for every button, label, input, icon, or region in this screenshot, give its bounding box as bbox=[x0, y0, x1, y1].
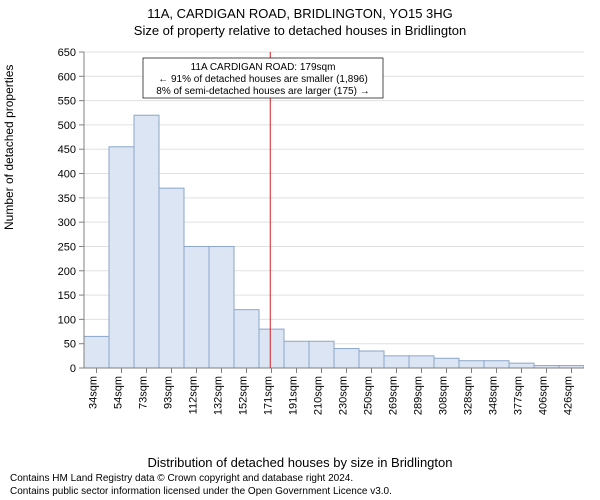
histogram-svg: 0 50 100 150 200 250 300 350 400 450 500 550 600 650 3… bbox=[50, 48, 584, 418]
svg-text:← 91% of detached houses are s: ← 91% of detached houses are smaller (1,… bbox=[158, 74, 368, 85]
svg-text:300: 300 bbox=[58, 217, 76, 229]
svg-text:650: 650 bbox=[58, 48, 76, 59]
svg-text:93sqm: 93sqm bbox=[163, 376, 175, 409]
svg-text:426sqm: 426sqm bbox=[563, 376, 575, 415]
bar bbox=[409, 356, 434, 368]
svg-text:230sqm: 230sqm bbox=[338, 376, 350, 415]
svg-text:350: 350 bbox=[58, 193, 76, 205]
bar bbox=[109, 147, 134, 368]
svg-text:73sqm: 73sqm bbox=[138, 376, 150, 409]
bar bbox=[509, 363, 534, 368]
bar bbox=[184, 246, 209, 368]
chart-container: { "title": "11A, CARDIGAN ROAD, BRIDLING… bbox=[0, 0, 600, 500]
svg-text:210sqm: 210sqm bbox=[313, 376, 325, 415]
bar bbox=[209, 246, 234, 368]
svg-text:50: 50 bbox=[64, 339, 76, 351]
svg-text:11A CARDIGAN ROAD: 179sqm: 11A CARDIGAN ROAD: 179sqm bbox=[191, 62, 336, 73]
svg-text:600: 600 bbox=[58, 71, 76, 83]
svg-text:200: 200 bbox=[58, 266, 76, 278]
svg-text:112sqm: 112sqm bbox=[188, 376, 200, 414]
bar bbox=[384, 356, 409, 368]
svg-text:348sqm: 348sqm bbox=[488, 376, 500, 415]
bar bbox=[359, 351, 384, 368]
caption-line-1: Contains HM Land Registry data © Crown c… bbox=[10, 473, 392, 486]
svg-text:550: 550 bbox=[58, 96, 76, 108]
svg-text:377sqm: 377sqm bbox=[513, 376, 525, 415]
svg-text:0: 0 bbox=[70, 363, 76, 375]
svg-text:289sqm: 289sqm bbox=[413, 376, 425, 415]
data-attribution: Contains HM Land Registry data © Crown c… bbox=[10, 473, 392, 498]
svg-text:250: 250 bbox=[58, 241, 76, 253]
caption-line-2: Contains public sector information licen… bbox=[10, 486, 392, 499]
svg-text:8% of semi-detached houses are: 8% of semi-detached houses are larger (1… bbox=[156, 86, 369, 97]
svg-text:152sqm: 152sqm bbox=[238, 376, 250, 415]
bar bbox=[434, 358, 459, 368]
svg-text:400: 400 bbox=[58, 169, 76, 181]
svg-text:54sqm: 54sqm bbox=[113, 376, 125, 409]
svg-text:191sqm: 191sqm bbox=[288, 376, 300, 415]
bar bbox=[134, 115, 159, 368]
svg-text:171sqm: 171sqm bbox=[263, 376, 275, 415]
svg-text:308sqm: 308sqm bbox=[438, 376, 450, 415]
svg-text:34sqm: 34sqm bbox=[88, 376, 100, 409]
bar bbox=[484, 361, 509, 368]
y-axis-label: Number of detached properties bbox=[2, 65, 16, 230]
bar bbox=[309, 341, 334, 368]
svg-text:406sqm: 406sqm bbox=[538, 376, 550, 415]
bar bbox=[259, 329, 284, 368]
svg-text:269sqm: 269sqm bbox=[388, 376, 400, 415]
svg-text:150: 150 bbox=[58, 290, 76, 302]
bar bbox=[84, 336, 109, 368]
bar bbox=[284, 341, 309, 368]
chart-subtitle: Size of property relative to detached ho… bbox=[0, 21, 600, 38]
svg-text:250sqm: 250sqm bbox=[363, 376, 375, 415]
bars bbox=[84, 115, 584, 368]
bar bbox=[334, 349, 359, 368]
bar bbox=[159, 188, 184, 368]
x-axis-label: Distribution of detached houses by size … bbox=[0, 455, 600, 470]
svg-text:500: 500 bbox=[58, 120, 76, 132]
svg-text:450: 450 bbox=[58, 144, 76, 156]
annotation-box: 11A CARDIGAN ROAD: 179sqm← 91% of detach… bbox=[143, 58, 383, 98]
plot-area: 0 50 100 150 200 250 300 350 400 450 500 550 600 650 3… bbox=[50, 48, 584, 418]
svg-text:328sqm: 328sqm bbox=[463, 376, 475, 415]
chart-title: 11A, CARDIGAN ROAD, BRIDLINGTON, YO15 3H… bbox=[0, 0, 600, 21]
bar bbox=[234, 310, 259, 368]
svg-text:100: 100 bbox=[58, 314, 76, 326]
bar bbox=[459, 361, 484, 368]
svg-text:132sqm: 132sqm bbox=[213, 376, 225, 415]
